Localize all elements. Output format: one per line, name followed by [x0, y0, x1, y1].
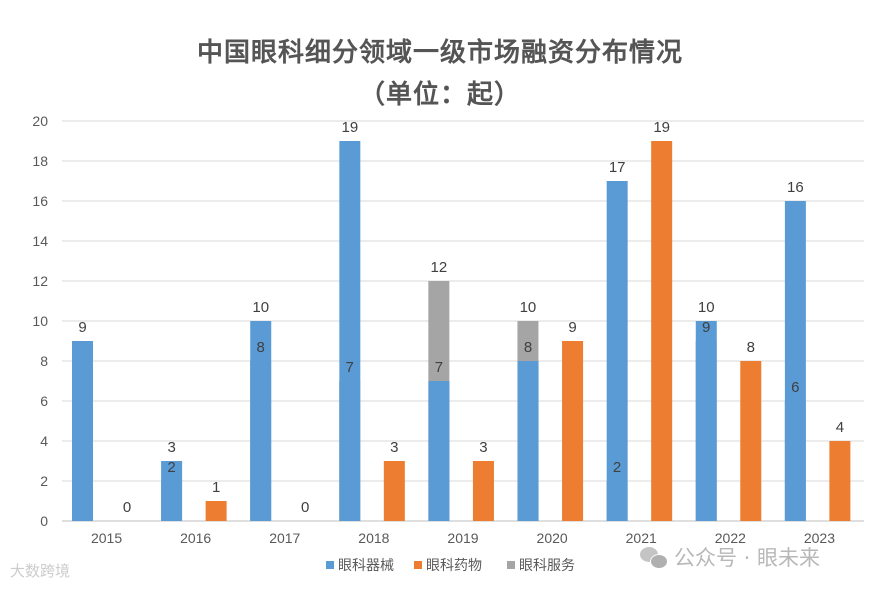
data-label: 1	[212, 479, 220, 496]
x-tick-label: 2020	[537, 530, 568, 546]
data-label: 0	[123, 499, 131, 516]
chart-title: 中国眼科细分领域一级市场融资分布情况	[196, 38, 683, 68]
x-tick-label: 2022	[715, 530, 746, 546]
legend: 眼科器械 眼科药物 眼科服务	[326, 558, 575, 574]
bar	[161, 461, 183, 521]
data-label: 7	[435, 359, 443, 376]
data-label: 12	[430, 259, 447, 276]
wechat-icon	[640, 545, 668, 569]
data-label: 3	[479, 439, 487, 456]
gridlines	[62, 120, 864, 522]
bar	[651, 141, 673, 521]
y-tick-label: 12	[32, 273, 48, 289]
bar	[784, 201, 806, 521]
y-tick-label: 10	[32, 313, 48, 329]
data-label: 4	[836, 419, 844, 436]
data-label: 6	[791, 379, 799, 396]
y-tick-label: 2	[40, 473, 48, 489]
data-label: 10	[520, 299, 537, 316]
data-label: 19	[653, 119, 670, 136]
bars	[72, 141, 851, 521]
bar	[205, 501, 227, 521]
data-label: 3	[390, 439, 398, 456]
y-tick-label: 8	[40, 353, 48, 369]
y-axis-ticks: 0 2 4 6 8 10 12 14 16 18 20	[32, 113, 48, 529]
x-tick-label: 2019	[447, 530, 478, 546]
legend-label: 眼科服务	[519, 558, 575, 574]
bar	[562, 341, 584, 521]
bar	[250, 321, 272, 521]
data-label: 9	[78, 319, 86, 336]
chart-subtitle: （单位：起）	[358, 80, 521, 110]
data-label: 7	[346, 359, 354, 376]
y-tick-label: 4	[40, 433, 48, 449]
bar	[339, 141, 361, 521]
data-label: 2	[167, 459, 175, 476]
data-label: 10	[252, 299, 269, 316]
legend-swatch	[414, 561, 422, 569]
bar	[695, 321, 717, 521]
bar	[517, 361, 539, 521]
bar	[72, 341, 93, 521]
data-label: 8	[524, 339, 532, 356]
x-axis-ticks: 2015 2016 2017 2018 2019 2020 2021 2022 2023	[91, 530, 835, 546]
x-tick-label: 2015	[91, 530, 122, 546]
y-tick-label: 18	[32, 153, 48, 169]
x-tick-label: 2021	[626, 530, 657, 546]
y-tick-label: 20	[32, 113, 48, 129]
y-tick-label: 0	[40, 513, 48, 529]
y-tick-label: 6	[40, 393, 48, 409]
bar	[740, 361, 762, 521]
bar	[472, 461, 494, 521]
x-tick-label: 2018	[358, 530, 389, 546]
data-label: 3	[167, 439, 175, 456]
data-label: 10	[698, 299, 715, 316]
bar	[606, 181, 628, 521]
x-tick-label: 2023	[804, 530, 835, 546]
legend-swatch	[326, 561, 334, 569]
x-tick-label: 2017	[269, 530, 300, 546]
data-label: 2	[613, 459, 621, 476]
bar	[383, 461, 405, 521]
data-label: 9	[568, 319, 576, 336]
data-label: 8	[256, 339, 264, 356]
bar	[428, 381, 450, 521]
data-label: 19	[341, 119, 358, 136]
data-labels: 90231810071931273108921719910861640	[78, 119, 844, 516]
legend-label: 眼科器械	[338, 558, 394, 574]
data-label: 0	[301, 499, 309, 516]
y-tick-label: 16	[32, 193, 48, 209]
watermark-left: 大数跨境	[10, 562, 71, 580]
bar	[829, 441, 851, 521]
legend-label: 眼科药物	[426, 558, 482, 574]
legend-swatch	[507, 561, 515, 569]
watermark-right-text: 公众号 · 眼未来	[674, 546, 821, 570]
y-tick-label: 14	[32, 233, 48, 249]
data-label: 9	[702, 319, 710, 336]
data-label: 16	[787, 179, 804, 196]
watermark-right: 公众号 · 眼未来	[640, 542, 820, 572]
data-label: 17	[609, 159, 626, 176]
data-label: 8	[747, 339, 755, 356]
x-tick-label: 2016	[180, 530, 211, 546]
